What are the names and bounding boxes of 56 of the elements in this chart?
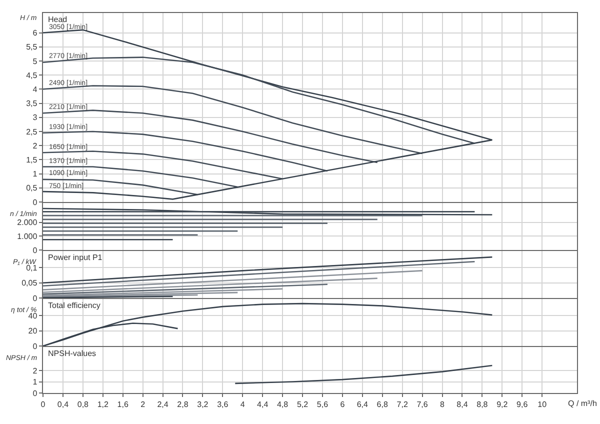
y-tick-label: 0 bbox=[32, 198, 38, 207]
x-tick-label: 3,6 bbox=[217, 400, 229, 409]
x-tick-label: 0,4 bbox=[57, 400, 70, 409]
y-tick-label: 6 bbox=[32, 28, 38, 38]
x-tick-label: 7,6 bbox=[416, 400, 428, 409]
y-tick-label: 0,05 bbox=[22, 278, 38, 288]
y-tick-label: 0 bbox=[32, 246, 38, 255]
x-tick-label: 6,8 bbox=[376, 400, 388, 409]
x-tick-label: 2 bbox=[140, 400, 146, 409]
y-tick-label: 3,5 bbox=[26, 99, 38, 108]
x-tick-label: 8,4 bbox=[456, 400, 468, 409]
y-tick-label: 1.000 bbox=[17, 232, 38, 241]
x-axis-title: Q / m³/h bbox=[568, 399, 597, 408]
y-tick-label: 40 bbox=[28, 311, 38, 320]
x-tick-label: 8,8 bbox=[476, 400, 488, 409]
x-tick-label: 4,4 bbox=[257, 400, 269, 409]
x-tick-label: 4 bbox=[240, 400, 246, 409]
x-tick-label: 1,2 bbox=[97, 400, 109, 409]
x-tick-label: 7,2 bbox=[396, 400, 408, 409]
y-tick-label: 2.000 bbox=[17, 218, 38, 228]
y-tick-label: 1 bbox=[32, 378, 38, 387]
y-tick-label: 0,5 bbox=[26, 184, 38, 193]
annotation: Total efficiency bbox=[48, 301, 100, 310]
y-tick-label: 2 bbox=[32, 366, 38, 376]
y-tick-label: 0 bbox=[32, 294, 38, 303]
x-tick-label: 3,2 bbox=[197, 400, 209, 409]
x-tick-label: 2,4 bbox=[157, 400, 169, 409]
x-tick-label: 8 bbox=[440, 400, 446, 409]
y-tick-label: 20 bbox=[28, 326, 38, 336]
y-tick-label: 2,5 bbox=[26, 127, 38, 136]
x-tick-label: 6 bbox=[340, 400, 346, 409]
y-tick-label: 5,5 bbox=[26, 42, 38, 52]
y-tick-label: 2 bbox=[32, 141, 38, 150]
y-tick-label: 4,5 bbox=[26, 70, 38, 80]
y-tick-label: 4 bbox=[32, 84, 38, 94]
x-tick-label: 6,4 bbox=[356, 400, 369, 409]
y-tick-label: 1 bbox=[32, 170, 38, 179]
x-tick-label: 5,2 bbox=[296, 400, 309, 409]
x-tick-label: 0,8 bbox=[77, 400, 90, 409]
y-tick-label: 0,1 bbox=[26, 263, 38, 272]
y-tick-label: 1,5 bbox=[26, 155, 38, 164]
y-tick-label: 0 bbox=[32, 342, 38, 351]
x-tick-label: 2,8 bbox=[177, 400, 189, 409]
y-tick-label: 3 bbox=[32, 113, 38, 122]
x-tick-label: 0 bbox=[40, 400, 46, 409]
annotation: Head bbox=[48, 15, 68, 24]
x-tick-label: 5,6 bbox=[316, 400, 329, 409]
x-tick-label: 4,8 bbox=[276, 400, 289, 409]
x-tick-label: 9,2 bbox=[496, 400, 508, 409]
annotation: NPSH-values bbox=[48, 349, 96, 358]
x-tick-label: 10 bbox=[538, 400, 548, 409]
annotation: Power input P1 bbox=[48, 253, 103, 262]
x-tick-label: 1,6 bbox=[117, 400, 129, 409]
x-tick-label: 9,6 bbox=[516, 400, 528, 409]
y-tick-label: 5 bbox=[32, 56, 38, 66]
y-tick-label: 0 bbox=[32, 388, 38, 398]
